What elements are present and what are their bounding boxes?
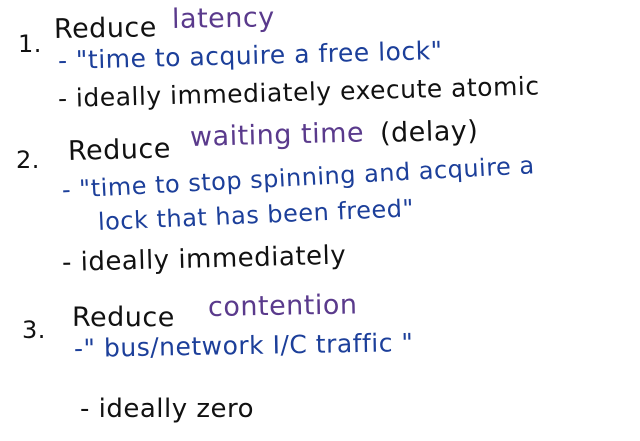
item3-heading: Reduce bbox=[72, 302, 175, 333]
item3-term: contention bbox=[207, 289, 358, 323]
item1-bullet-ideal: - ideally immediately execute atomic bbox=[57, 71, 540, 113]
item2-heading: Reduce bbox=[67, 133, 172, 167]
item1-number: 1. bbox=[18, 30, 42, 58]
item2-term-note: (delay) bbox=[379, 115, 479, 149]
item3-bullet-quote: -" bus/network I/C traffic " bbox=[73, 328, 414, 363]
item3-number: 3. bbox=[22, 316, 46, 344]
item2-bullet-ideal: - ideally immediately bbox=[61, 240, 347, 278]
item2-number: 2. bbox=[16, 146, 40, 174]
item1-heading: Reduce bbox=[53, 12, 158, 45]
item2-bullet-quote-line2: lock that has been freed" bbox=[97, 194, 415, 236]
item3-bullet-ideal: - ideally zero bbox=[80, 394, 255, 424]
item1-term: latency bbox=[171, 2, 275, 35]
item2-term: waiting time bbox=[189, 117, 365, 153]
